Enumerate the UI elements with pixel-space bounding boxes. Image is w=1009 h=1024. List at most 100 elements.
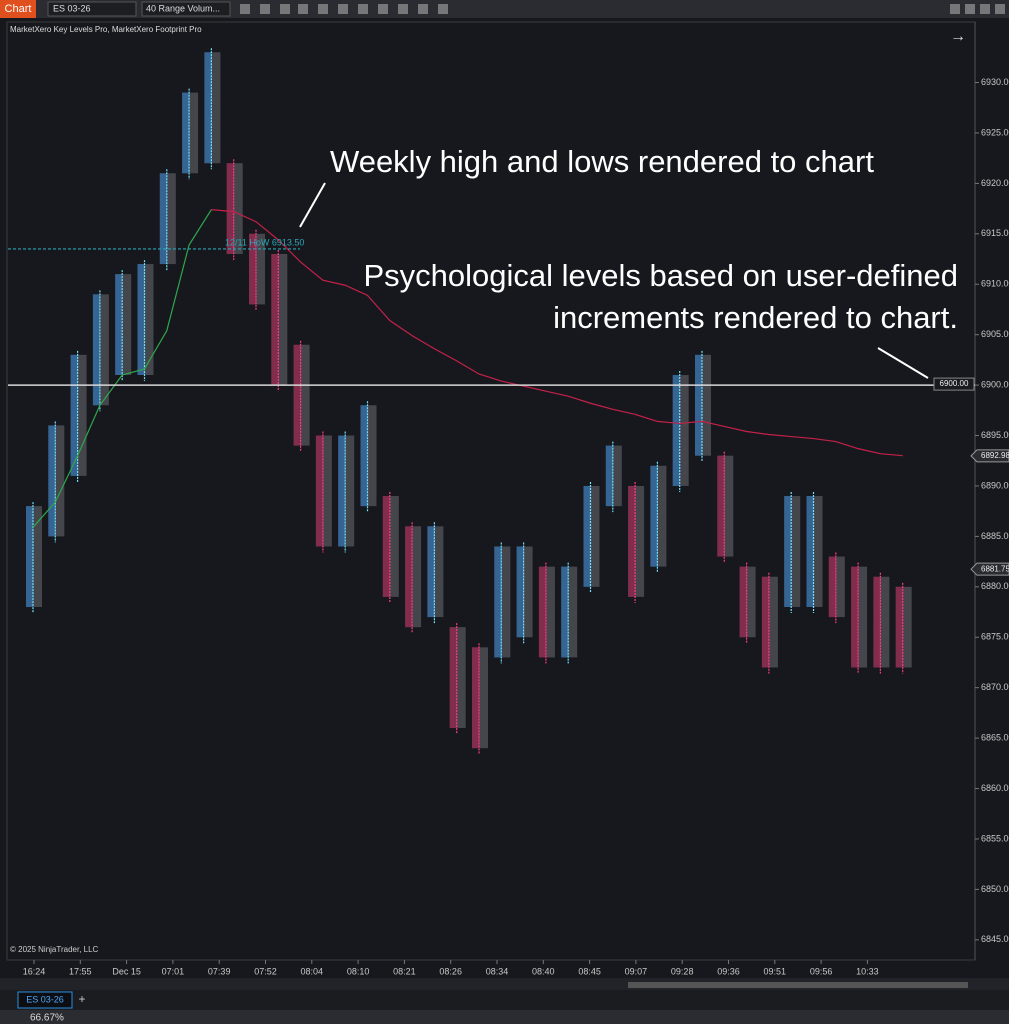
footprint-bid (315, 435, 323, 547)
bartype-select[interactable] (141, 1, 231, 17)
footprint-bid (583, 485, 591, 587)
x-tick-label: 08:10 (347, 966, 370, 976)
y-tick-label: 6930.00 (981, 77, 1009, 87)
app-tab[interactable] (0, 0, 36, 18)
psych-level-box (933, 377, 975, 391)
bartype-label: 40 Range Volum... (146, 3, 220, 13)
y-tick-label: 6850.00 (981, 884, 1009, 894)
x-tick-label: 09:51 (764, 966, 787, 976)
footprint-bid (360, 405, 368, 507)
add-tab[interactable]: + (78, 992, 85, 1006)
scroll-thumb[interactable] (628, 982, 968, 988)
price-marker (970, 449, 1009, 463)
app-tab-label: Chart (5, 3, 32, 15)
x-tick-label: 17:55 (69, 966, 92, 976)
x-tick-label: 08:04 (301, 966, 324, 976)
y-tick-label: 6855.00 (981, 833, 1009, 843)
footprint-bid (650, 465, 658, 567)
footprint-bid (382, 496, 390, 597)
annotation: Psychological levels based on user-defin… (363, 258, 958, 293)
x-tick-label: 07:52 (254, 966, 277, 976)
footprint-bid (472, 647, 479, 749)
y-tick-label: 6860.00 (981, 783, 1009, 793)
footprint-bid (137, 264, 145, 376)
annotation-arrow (299, 182, 326, 228)
psych-level-label: 6900.00 (940, 379, 969, 388)
y-tick-label: 6875.00 (981, 632, 1009, 642)
y-tick-label: 6845.00 (981, 934, 1009, 944)
x-tick-label: 09:56 (810, 966, 833, 976)
footprint-bid (182, 92, 190, 174)
y-tick-label: 6870.00 (981, 682, 1009, 692)
y-tick-label: 6895.00 (981, 430, 1009, 440)
footprint-bid (70, 354, 78, 476)
indicator-line (211, 209, 903, 457)
status-bar (0, 1010, 1009, 1024)
footprint-bid (873, 576, 881, 668)
annotation: increments rendered to chart. (553, 300, 958, 335)
x-tick-label: 09:36 (717, 966, 740, 976)
y-tick-label: 6905.00 (981, 329, 1009, 339)
footprint-bid (761, 576, 769, 668)
footprint-bid (895, 586, 903, 668)
x-tick-label: 08:26 (439, 966, 462, 976)
footprint-bid (293, 344, 301, 446)
footprint-bid (48, 425, 56, 537)
toolbar (0, 0, 1009, 18)
price-marker-label: 6881.75 (981, 564, 1009, 573)
footprint-bid (717, 455, 725, 557)
footprint-bid (271, 253, 279, 386)
footprint-bid (828, 556, 836, 618)
y-tick-label: 6890.00 (981, 480, 1009, 490)
footprint-bid (204, 52, 212, 164)
footprint-bid (427, 526, 435, 618)
price-marker-label: 6892.98 (981, 451, 1009, 460)
instrument-select[interactable] (47, 1, 137, 17)
footprint-bid (806, 496, 814, 607)
toolbar-icons[interactable] (240, 4, 1005, 14)
y-tick-label: 6910.00 (981, 279, 1009, 289)
y-tick-label: 6915.00 (981, 228, 1009, 238)
footprint-bid (494, 546, 502, 658)
x-tick-label: 08:21 (393, 966, 416, 976)
footprint-bid (672, 375, 680, 486)
x-tick-label: 08:45 (578, 966, 601, 976)
indicator-line (32, 209, 212, 528)
instrument-label: ES 03-26 (53, 3, 91, 13)
footprint-bid (695, 354, 702, 456)
scroll-arrow[interactable]: → (950, 28, 966, 45)
annotation: Weekly high and lows rendered to chart (330, 144, 874, 179)
footprint-bid (449, 627, 457, 729)
footprint-bid (628, 485, 636, 597)
footprint-bid (115, 274, 123, 376)
footprint-bid (338, 435, 346, 547)
chart-tab[interactable] (17, 991, 73, 1009)
footprint-bid (538, 566, 546, 658)
chart-tab-label: ES 03-26 (26, 994, 64, 1004)
footprint-bid (605, 445, 613, 507)
x-tick-label: 07:01 (162, 966, 185, 976)
y-tick-label: 6920.00 (981, 178, 1009, 188)
footprint-bid (516, 546, 524, 638)
footprint-bid (249, 233, 256, 305)
zoom-status: 66.67% (30, 1013, 64, 1024)
footprint-bid (561, 566, 569, 658)
price-marker (970, 562, 1009, 576)
footprint-bid (784, 496, 792, 607)
y-tick-label: 6900.00 (981, 379, 1009, 389)
footprint-bid (159, 173, 167, 265)
y-tick-label: 6865.00 (981, 732, 1009, 742)
x-tick-label: 07:39 (208, 966, 231, 976)
indicator-list: MarketXero Key Levels Pro, MarketXero Fo… (10, 25, 202, 34)
x-tick-label: 10:33 (856, 966, 879, 976)
y-tick-label: 6885.00 (981, 531, 1009, 541)
x-tick-label: 09:28 (671, 966, 694, 976)
footprint-bid (739, 566, 747, 638)
footprint-bid (851, 566, 859, 668)
footprint-bid (26, 506, 33, 607)
x-tick-label: 09:07 (625, 966, 648, 976)
x-tick-label: 08:34 (486, 966, 509, 976)
